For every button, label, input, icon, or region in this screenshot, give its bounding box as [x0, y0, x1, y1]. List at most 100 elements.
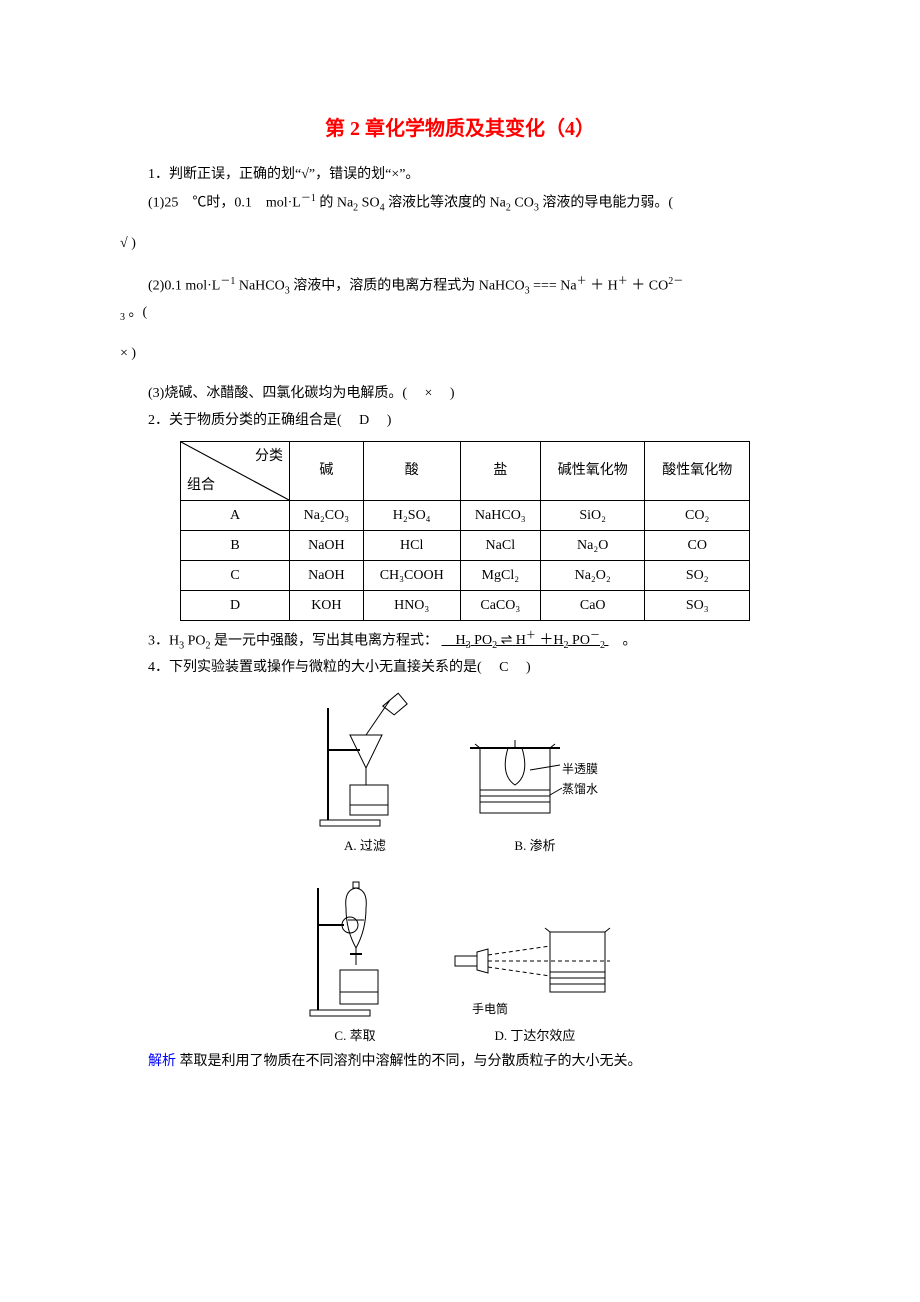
cell: NaCl [460, 530, 540, 560]
sub2e: 2 [564, 640, 569, 651]
q1-i2-e: H [608, 278, 618, 293]
diag-top: 分类 [255, 446, 283, 467]
row-key: B [181, 530, 290, 560]
col-acid: 酸 [363, 441, 460, 500]
plus1: ＋ [577, 276, 587, 287]
q1-i1-f: 溶液的导电能力弱。( [542, 195, 673, 210]
fig-d-l: 手电筒 [472, 998, 508, 1021]
q4-ans: C [499, 660, 508, 675]
q3-bd: ＋H [539, 633, 563, 648]
sub2c: 2 [206, 640, 211, 651]
tyndall-icon [450, 902, 620, 1012]
q1-i2-plus2: ＋ [631, 278, 645, 293]
row-key: D [181, 590, 290, 620]
q2-stem: 2．关于物质分类的正确组合是( D ) [120, 408, 800, 435]
cell: SO₂ [645, 560, 750, 590]
sub4: 4 [380, 202, 385, 213]
sub2d: 2 [492, 640, 497, 651]
q1-i2-a: (2)0.1 mol·L [148, 278, 220, 293]
classification-table: 分类 组合 碱 酸 盐 碱性氧化物 酸性氧化物 A Na₂CO₃ H₂SO₄ N… [180, 441, 750, 621]
col-salt: 盐 [460, 441, 540, 500]
q1-i1-d: 溶液比等浓度的 Na [388, 195, 506, 210]
q4-stem: 4．下列实验装置或操作与微粒的大小无直接关系的是( C ) [120, 655, 800, 682]
cell: NaHCO₃ [460, 500, 540, 530]
q4-analysis: 解析 萃取是利用了物质在不同溶剂中溶解性的不同，与分散质粒子的大小无关。 [120, 1049, 800, 1076]
q1-item2: (2)0.1 mol·L－1 NaHCO3 溶液中，溶质的电离方程式为 NaHC… [120, 272, 800, 327]
page-title: 第 2 章化学物质及其变化（4） [120, 110, 800, 148]
diag-bot: 组合 [187, 475, 215, 496]
cell: HNO₃ [363, 590, 460, 620]
filtration-icon [310, 690, 420, 830]
cell: KOH [290, 590, 364, 620]
col-basic-oxide: 碱性氧化物 [540, 441, 645, 500]
cell: NaOH [290, 530, 364, 560]
q3-ba: H [442, 633, 466, 648]
page: 第 2 章化学物质及其变化（4） 1．判断正误，正确的划“√”，错误的划“×”。… [0, 0, 920, 1302]
q3-b: PO [188, 633, 206, 648]
fig-b-l2: 蒸馏水 [562, 778, 598, 801]
q3-be: PO [572, 633, 590, 648]
q1-item3: (3)烧碱、冰醋酸、四氯化碳均为电解质。( × ) [120, 381, 800, 408]
sub3b: 3 [285, 285, 290, 296]
q1-i2-ans-line: × ) [120, 341, 800, 368]
cell: CaCO₃ [460, 590, 540, 620]
fig-c-cap: C. 萃取 [334, 1024, 375, 1049]
q4-stem-b: ) [512, 660, 531, 675]
q1-i3: (3)烧碱、冰醋酸、四氯化碳均为电解质。( [148, 386, 421, 401]
minus1b: －1 [220, 276, 235, 287]
extraction-icon [300, 870, 410, 1020]
sub3c: 3 [525, 285, 530, 296]
cell: NaOH [290, 560, 364, 590]
q1-i1-ans-line: √ ) [120, 231, 800, 258]
q3-stem: 3．H3 PO2 是一元中强酸，写出其电离方程式： H3 PO2 ⇌ H＋ ＋H… [120, 627, 800, 655]
q1-i1-ans: √ [120, 236, 128, 251]
fig-d-cap: D. 丁达尔效应 [495, 1024, 576, 1049]
q3-blank: H3 PO2 ⇌ H＋ ＋H2 PO－2 [442, 633, 609, 648]
cell: CO₂ [645, 500, 750, 530]
sub2: 2 [353, 202, 358, 213]
q3-bc: H [516, 633, 526, 648]
fig-d: 手电筒 D. 丁达尔效应 [450, 902, 620, 1049]
fig-a-cap: A. 过滤 [344, 834, 386, 859]
cell: HCl [363, 530, 460, 560]
diag-header: 分类 组合 [181, 441, 290, 500]
q1-item1: (1)25 ℃时，0.1 mol·L－1 的 Na2 SO4 溶液比等浓度的 N… [120, 189, 800, 217]
cell: H₂SO₄ [363, 500, 460, 530]
q2-stem-a: 2．关于物质分类的正确组合是( [148, 413, 356, 428]
q4-stem-a: 4．下列实验装置或操作与微粒的大小无直接关系的是( [148, 660, 496, 675]
q2-ans: D [359, 413, 369, 428]
q1-i1-a: (1)25 ℃时，0.1 mol·L [148, 195, 301, 210]
figure-block: A. 过滤 [120, 690, 800, 1049]
cell: CaO [540, 590, 645, 620]
cell: MgCl₂ [460, 560, 540, 590]
q3-end: 。 [608, 633, 636, 648]
sub2f: 2 [600, 640, 605, 651]
q1-i1-e: CO [514, 195, 533, 210]
cell: SiO₂ [540, 500, 645, 530]
sub3: 3 [534, 202, 539, 213]
q1-i2-ans: × [120, 346, 128, 361]
table-row: A Na₂CO₃ H₂SO₄ NaHCO₃ SiO₂ CO₂ [181, 500, 750, 530]
q3-arrow: ⇌ [501, 633, 513, 648]
figure-row-1: A. 过滤 [120, 690, 800, 859]
fig-a: A. 过滤 [310, 690, 420, 859]
plus3: ＋ [526, 631, 536, 642]
cell: Na₂O₂ [540, 560, 645, 590]
col-acid-oxide: 酸性氧化物 [645, 441, 750, 500]
cell: Na₂O [540, 530, 645, 560]
q3-2minus: － [590, 631, 600, 642]
table-row: C NaOH CH₃COOH MgCl₂ Na₂O₂ SO₂ [181, 560, 750, 590]
analysis-label: 解析 [148, 1054, 176, 1069]
q1-i2-plus1: ＋ [590, 278, 604, 293]
sub3f: 3 [466, 640, 471, 651]
q3-bb: PO [474, 633, 492, 648]
fig-c: C. 萃取 [300, 870, 410, 1049]
q1-i2-co23: 2－ [668, 276, 683, 287]
q1-stem: 1．判断正误，正确的划“√”，错误的划“×”。 [120, 162, 800, 189]
q1-i2-g: 。( [129, 305, 148, 320]
analysis-body: 萃取是利用了物质在不同溶剂中溶解性的不同，与分散质粒子的大小无关。 [180, 1054, 642, 1069]
sub2b: 2 [506, 202, 511, 213]
q1-i2-c: 溶液中，溶质的电离方程式为 NaHCO [293, 278, 524, 293]
q1-i1-end: ) [131, 236, 136, 251]
q1-i2-eq: === [533, 278, 557, 293]
